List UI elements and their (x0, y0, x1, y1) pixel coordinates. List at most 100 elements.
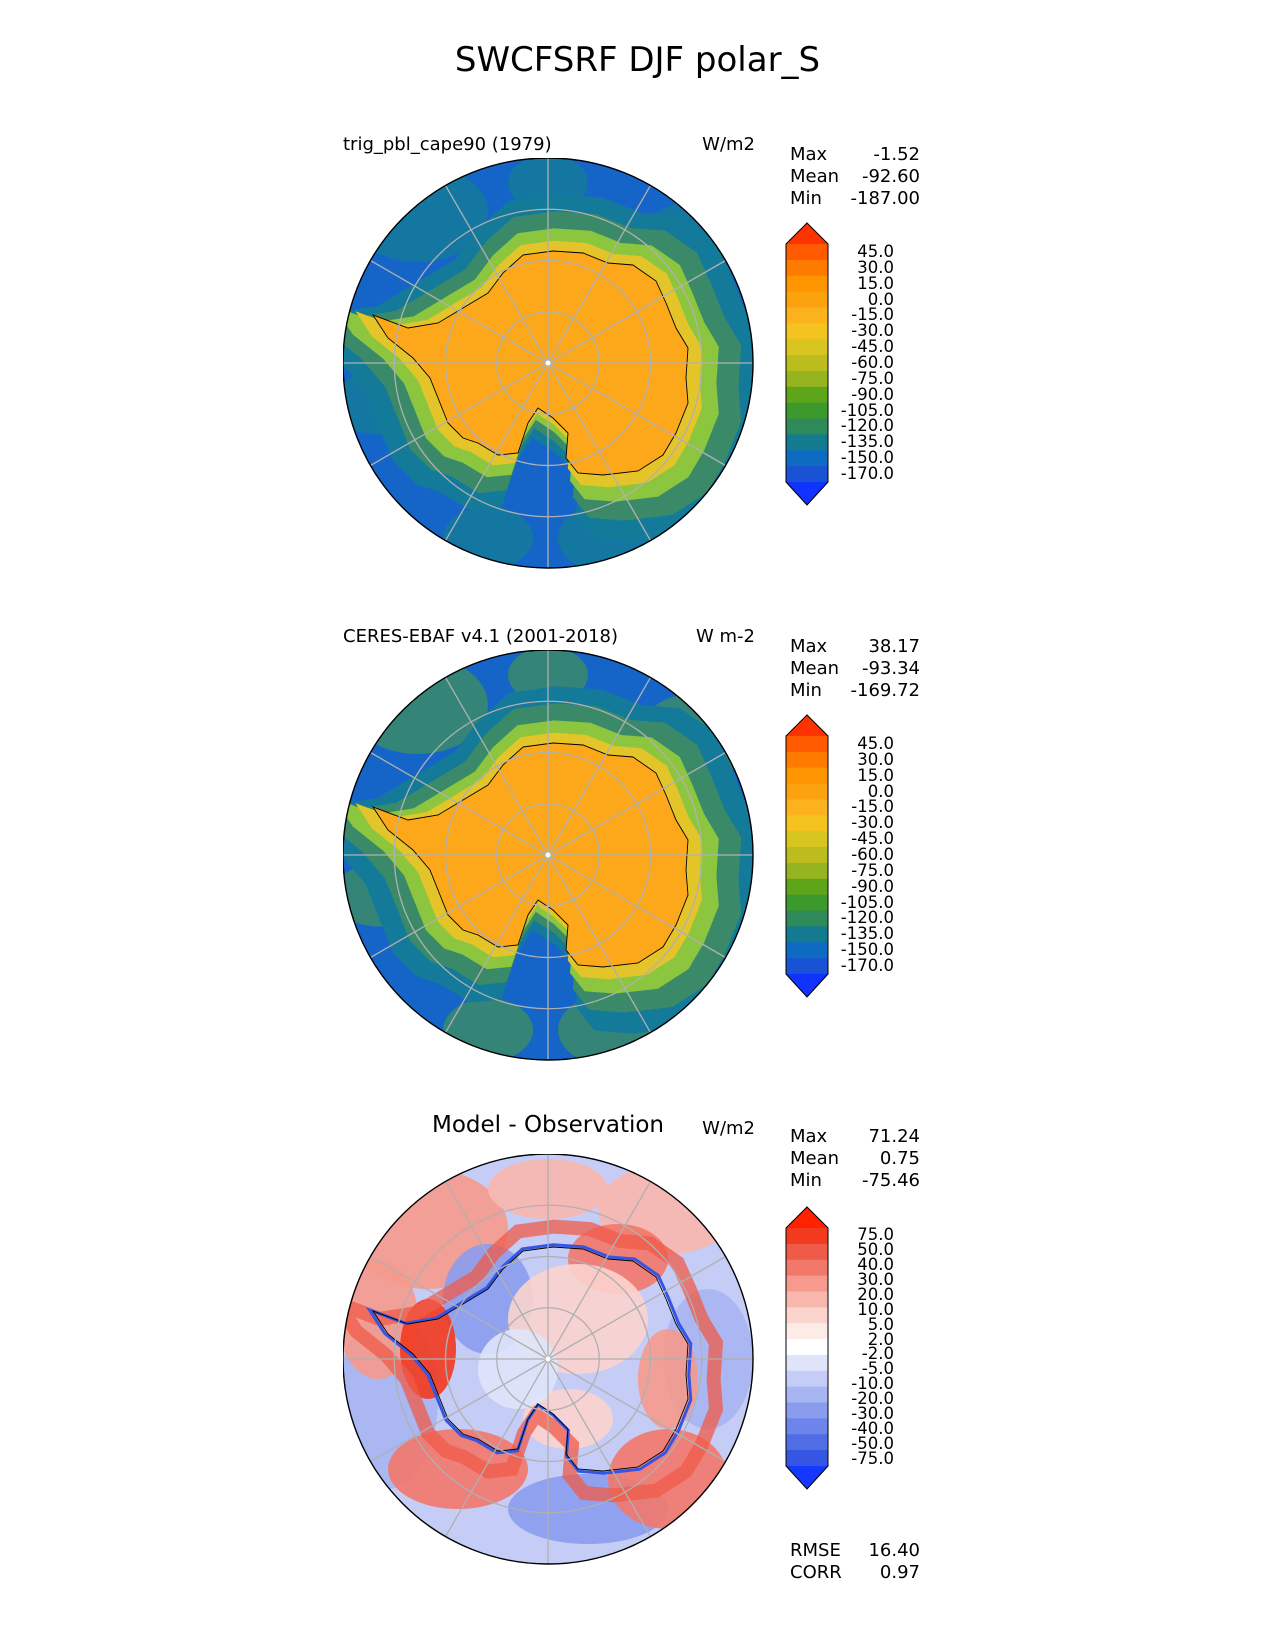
colorbar-segment (786, 958, 828, 975)
footer-row-corr: CORR 0.97 (790, 1562, 920, 1584)
panel-title: CERES-EBAF v4.1 (2001-2018) (343, 626, 619, 647)
colorbar-extend-top (786, 715, 828, 736)
colorbar-segment (786, 307, 828, 324)
stat-value: -92.60 (861, 166, 920, 187)
colorbar-tick-label: 30.0 (857, 257, 894, 277)
meridian-line (547, 1358, 726, 1463)
colorbar-tick-label: -90.0 (851, 384, 894, 404)
colorbar-extend-bottom (786, 482, 828, 505)
polar-map (343, 158, 754, 569)
south-pole-marker (545, 360, 551, 366)
stat-row-min: Min -187.00 (790, 188, 920, 210)
colorbar-segment (786, 1228, 828, 1245)
units-label: W/m2 (702, 134, 755, 155)
stat-row-max: Max -1.52 (790, 144, 920, 166)
colorbar-segment (786, 244, 828, 261)
stat-label: Max (790, 144, 828, 165)
colorbar-segment (786, 1275, 828, 1292)
coastline (371, 1246, 689, 1472)
colorbar-tick-label: -150.0 (840, 940, 894, 960)
colorbar-segment (786, 799, 828, 816)
colorbar-segment (786, 1418, 828, 1435)
units-label: W m-2 (695, 626, 755, 647)
colorbar-border (785, 222, 829, 506)
colorbar-segment (786, 767, 828, 785)
colorbar-segment (786, 1434, 828, 1451)
stat-value: 16.40 (868, 1540, 920, 1561)
stat-row-max: Max 38.17 (790, 636, 920, 658)
stat-label: RMSE (790, 1540, 841, 1561)
units-label: W/m2 (702, 1118, 755, 1139)
meridian-line (370, 854, 549, 959)
colorbar-tick-label: 30.0 (857, 1270, 894, 1290)
colorbar-tick-label: 45.0 (857, 733, 894, 753)
map-boundary (343, 650, 754, 1061)
colorbar (785, 222, 829, 506)
colorbar-segment (786, 847, 828, 864)
colorbar-segment (786, 1243, 828, 1261)
south-pole-marker (545, 852, 551, 858)
colorbar-segment (786, 386, 828, 404)
panel-title: trig_pbl_cape90 (1979) (343, 134, 552, 155)
colorbar-segment (786, 434, 828, 451)
colorbar-segment (786, 1307, 828, 1324)
colorbar-tick-label: -170.0 (840, 956, 894, 976)
colorbar-tick-label: 10.0 (857, 1299, 894, 1319)
colorbar-segment (786, 926, 828, 943)
colorbar-tick-label: 75.0 (857, 1225, 894, 1245)
stat-row-min: Min -75.46 (790, 1170, 920, 1192)
stat-value: -1.52 (873, 144, 920, 165)
colorbar-border (785, 1206, 829, 1490)
colorbar-tick-label: -30.0 (851, 321, 894, 341)
meridian-line (547, 362, 652, 541)
meridian-line (444, 677, 549, 856)
stat-row-min: Min -169.72 (790, 680, 920, 702)
colorbar-segment (786, 1259, 828, 1277)
stats-box: Max 71.24 Mean 0.75 Min -75.46 (790, 1126, 920, 1192)
meridian-line (444, 854, 549, 1033)
colorbar-tick-label: 45.0 (857, 241, 894, 261)
stat-row-mean: Mean 0.75 (790, 1148, 920, 1170)
colorbar-segment (786, 402, 828, 420)
stat-row-mean: Mean -92.60 (790, 166, 920, 188)
meridian-line (547, 1181, 652, 1360)
meridian-line (370, 362, 549, 467)
colorbar-segment (786, 1339, 828, 1356)
colorbar-segment (786, 751, 828, 769)
colorbar-tick-label: -120.0 (840, 908, 894, 928)
colorbar-segment (786, 339, 828, 356)
colorbar-tick-label: 20.0 (857, 1284, 894, 1304)
stat-row-max: Max 71.24 (790, 1126, 920, 1148)
colorbar-segment (786, 291, 828, 308)
colorbar-tick-label: -90.0 (851, 876, 894, 896)
diff-anomaly (400, 1299, 456, 1399)
colorbar-tick-label: 2.0 (867, 1329, 894, 1349)
colorbar-tick-label: -15.0 (851, 305, 894, 325)
colorbar-segment (786, 942, 828, 959)
meridian-line (444, 185, 549, 364)
ocean-patch (443, 998, 533, 1060)
stat-value: 0.75 (879, 1148, 920, 1169)
map-boundary (343, 1154, 754, 1565)
colorbar-tick-label: -60.0 (851, 845, 894, 864)
meridian-line (547, 259, 726, 364)
stat-label: Mean (790, 1148, 840, 1169)
stat-label: Max (790, 636, 828, 657)
colorbar-tick-label: 40.0 (857, 1255, 894, 1275)
colorbar-segment (786, 831, 828, 848)
colorbar-tick-label: -40.0 (851, 1418, 894, 1438)
colorbar-segment (786, 1323, 828, 1340)
footer-row-rmse: RMSE 16.40 (790, 1540, 920, 1562)
colorbar-tick-label: -75.0 (851, 1448, 894, 1468)
colorbar-segment (786, 418, 828, 435)
colorbar-tick-label: -105.0 (840, 400, 894, 420)
south-pole-marker (545, 1356, 551, 1362)
ocean-patch (443, 506, 533, 568)
stat-row-mean: Mean -93.34 (790, 658, 920, 680)
colorbar-tick-label: -150.0 (840, 448, 894, 468)
colorbar-tick-label: 0.0 (867, 289, 894, 309)
meridian-line (370, 751, 549, 856)
map-boundary (343, 158, 754, 569)
colorbar-segment (786, 1402, 828, 1419)
colorbar-extend-top (786, 223, 828, 244)
